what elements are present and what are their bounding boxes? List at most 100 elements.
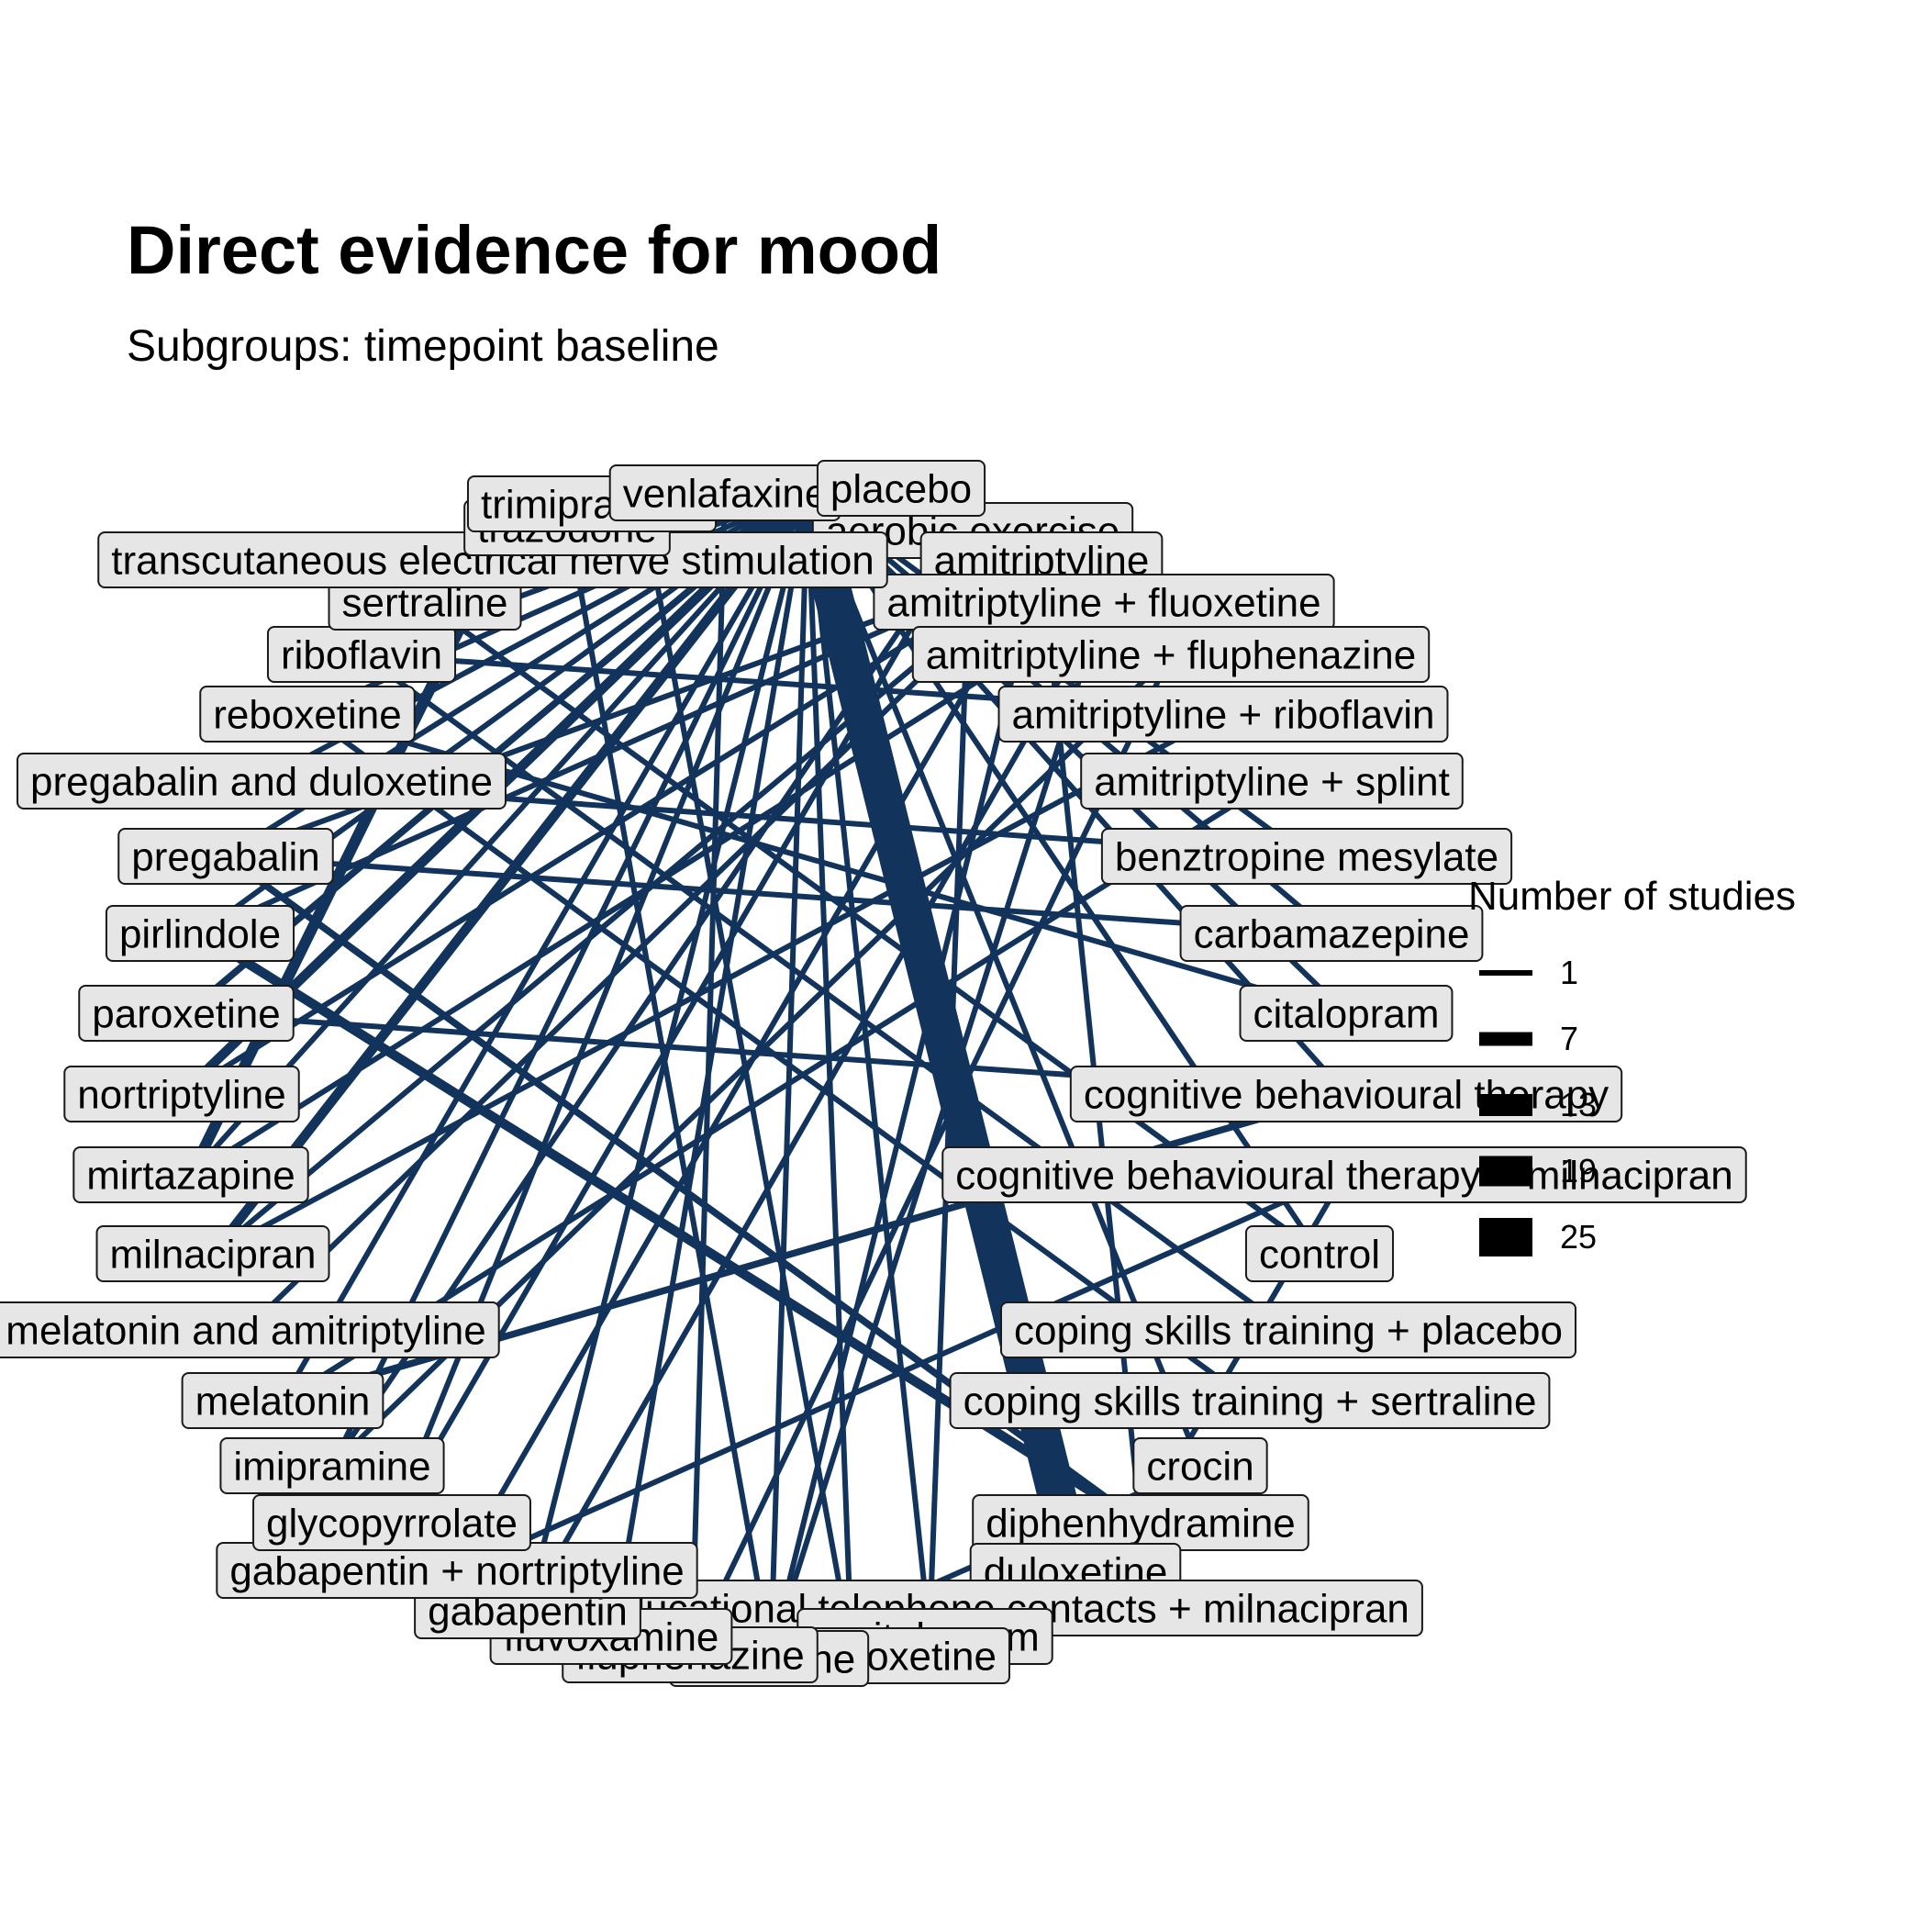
node-label: citalopram — [1239, 985, 1454, 1042]
edge-37 — [768, 601, 1107, 1657]
edge-10 — [208, 487, 812, 1257]
legend-label: 13 — [1560, 1086, 1597, 1123]
edge-32 — [768, 559, 1044, 1657]
node-label: cognitive behavioural therapy + milnacip… — [941, 1146, 1747, 1203]
node-label-text: nortriptyline — [77, 1072, 285, 1117]
legend-key-13 — [1479, 1094, 1532, 1116]
legend-label: 19 — [1560, 1152, 1597, 1189]
node-label-box — [252, 1494, 531, 1551]
node-label-text: carbamazepine — [1194, 911, 1470, 956]
node-label: diphenhydramine — [972, 1494, 1309, 1551]
node-label-text: pirlindole — [119, 911, 281, 956]
edge-60 — [566, 524, 774, 1657]
node-label: milnacipran — [95, 1225, 330, 1282]
node-label-box — [78, 985, 295, 1042]
node-label-box — [816, 460, 986, 517]
node-label: venlafaxine — [608, 464, 841, 521]
chart-title: Direct evidence for mood — [127, 212, 942, 288]
node-label: mirtazapine — [72, 1146, 309, 1203]
node-label: coping skills training + placebo — [999, 1301, 1577, 1358]
node-label: amitriptyline + splint — [1080, 753, 1464, 810]
node-label-box — [997, 686, 1449, 743]
edge-61 — [689, 490, 728, 1652]
node-label-box — [95, 1225, 330, 1282]
node-label: glycopyrrolate — [252, 1494, 531, 1551]
node-label-box — [63, 1066, 300, 1122]
node-label: imipramine — [219, 1437, 445, 1494]
legend-key-19 — [1479, 1156, 1532, 1187]
node-label-box — [1132, 1437, 1268, 1494]
node-label-box — [0, 1301, 500, 1358]
node-label-text: imipramine — [233, 1444, 430, 1489]
nodes-layer: aerobic exerciseamitriptylineamitriptyli… — [0, 460, 1747, 1687]
node-label-box — [199, 686, 416, 743]
node-label-text: crocin — [1146, 1444, 1253, 1489]
node-label: placebo — [816, 460, 986, 517]
node-label-box — [999, 1301, 1577, 1358]
edge-42 — [211, 711, 1225, 1256]
node-label: carbamazepine — [1179, 905, 1484, 962]
edge-39 — [689, 653, 1174, 1653]
node-label-text: glycopyrrolate — [266, 1501, 518, 1546]
node-label-text: amitriptyline + fluoxetine — [886, 580, 1320, 625]
node-label: crocin — [1132, 1437, 1268, 1494]
edge-52 — [360, 652, 1290, 1333]
node-label-text: riboflavin — [281, 632, 442, 677]
legend-label: 1 — [1560, 954, 1578, 991]
edge-62 — [525, 600, 1107, 1610]
node-label-box — [181, 1372, 384, 1429]
edge-58 — [927, 524, 974, 1636]
node-label: pirlindole — [105, 905, 295, 962]
node-label: amitriptyline + riboflavin — [997, 686, 1449, 743]
legend-keys: 1 7 13 19 25 — [1479, 954, 1597, 1256]
node-label-text: coping skills training + sertraline — [964, 1379, 1537, 1424]
node-label-text: gabapentin + nortriptyline — [229, 1548, 684, 1593]
node-label-box — [105, 905, 295, 962]
edge-45 — [225, 854, 1332, 936]
node-label-text: amitriptyline + fluphenazine — [926, 632, 1416, 677]
node-label-text: citalopram — [1253, 991, 1440, 1036]
node-label-box — [1179, 905, 1484, 962]
node-label: nortriptyline — [63, 1066, 300, 1122]
node-label-text: cognitive behavioural therapy + milnacip… — [955, 1153, 1733, 1198]
chart-subtitle: Subgroups: timepoint baseline — [127, 322, 719, 371]
legend-label: 7 — [1560, 1020, 1578, 1057]
node-label-box — [911, 626, 1431, 683]
node-label-text: amitriptyline + splint — [1094, 759, 1450, 804]
node-label-box — [1080, 753, 1464, 810]
node-label-text: melatonin and amitriptyline — [6, 1308, 485, 1353]
legend-label: 25 — [1560, 1218, 1597, 1256]
node-label: pregabalin and duloxetine — [17, 753, 507, 810]
node-label-text: milnacipran — [110, 1232, 317, 1277]
edge-59 — [640, 502, 854, 1652]
node-label: melatonin and amitriptyline — [0, 1301, 500, 1358]
node-label: pregabalin — [117, 828, 334, 885]
legend-key-1 — [1479, 970, 1532, 976]
node-label-box — [17, 753, 507, 810]
node-label-text: control — [1259, 1232, 1380, 1277]
node-label-box — [1244, 1225, 1395, 1282]
node-label-text: pregabalin and duloxetine — [30, 759, 493, 804]
node-label-text: diphenhydramine — [986, 1501, 1296, 1546]
node-label: gabapentin + nortriptyline — [216, 1542, 698, 1599]
edge-9 — [188, 488, 810, 1178]
node-label: coping skills training + sertraline — [949, 1372, 1551, 1429]
node-label: control — [1244, 1225, 1395, 1282]
node-label: melatonin — [181, 1372, 384, 1429]
node-label-text: placebo — [830, 466, 972, 511]
legend-title: Number of studies — [1468, 874, 1797, 919]
legend-key-7 — [1479, 1032, 1532, 1046]
node-label-box — [1100, 828, 1513, 885]
node-label-box — [117, 828, 334, 885]
node-label-text: melatonin — [195, 1379, 371, 1424]
node-label-text: amitriptyline + riboflavin — [1012, 692, 1435, 737]
node-label-box — [219, 1437, 445, 1494]
node-label-text: benztropine mesylate — [1115, 834, 1498, 879]
edge-53 — [306, 711, 1252, 1403]
node-label-box — [72, 1146, 309, 1203]
node-label: amitriptyline + fluphenazine — [911, 626, 1431, 683]
legend-key-25 — [1479, 1218, 1532, 1256]
node-label-box — [941, 1146, 1747, 1203]
